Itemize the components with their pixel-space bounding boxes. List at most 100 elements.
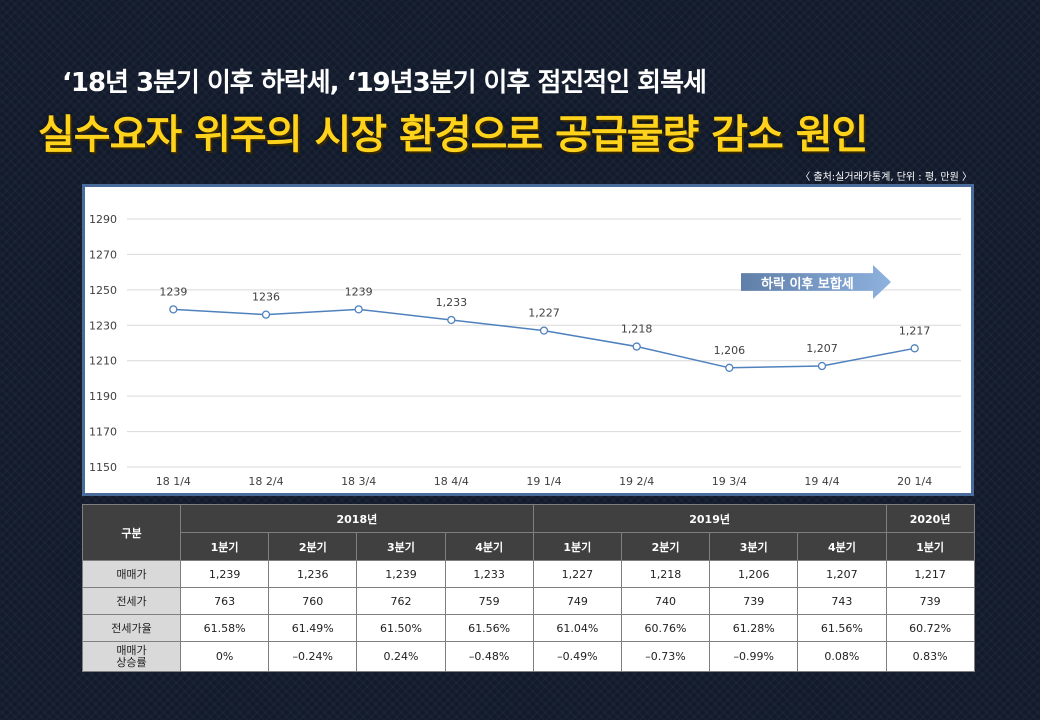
table-cell: 61.50%: [356, 614, 446, 642]
table-cell: 760: [268, 587, 358, 615]
data-label: 1239: [345, 285, 373, 298]
table-row: 전세가율 61.58% 61.49% 61.50% 61.56% 61.04% 60.76%…: [82, 614, 975, 642]
y-tick-label: 1190: [89, 390, 117, 403]
table-cell: 60.72%: [885, 614, 975, 642]
x-tick-label: 18 1/4: [156, 475, 191, 488]
data-label: 1239: [159, 285, 187, 298]
x-tick-label: 18 3/4: [341, 475, 376, 488]
table-cell: 1,227: [532, 560, 622, 588]
data-table: 구분 2018년 2019년 2020년 1분기 2분기 3분기 4분기 1분기 2분기 3분기 4분…: [82, 504, 975, 672]
row-label: 매매가: [82, 560, 181, 588]
table-cell: 60.76%: [620, 614, 711, 642]
data-label: 1,227: [528, 307, 560, 320]
table-cell: 1,218: [620, 560, 711, 588]
chart-svg: 1290 1270 1250 1230 1210 1190 1170 1150 18 1/4 18…: [89, 213, 961, 488]
data-label: 1,217: [899, 324, 931, 337]
table-cell: 1,236: [268, 560, 358, 588]
year-header: 2019년: [532, 504, 887, 533]
table-cell: 749: [532, 587, 622, 615]
x-tick-label: 19 4/4: [804, 475, 839, 488]
x-tick-label: 19 3/4: [712, 475, 747, 488]
table-cell: 61.49%: [268, 614, 358, 642]
quarter-header: 4분기: [444, 532, 534, 561]
data-point: [261, 310, 271, 319]
trend-label: 하락 이후 보합세: [761, 277, 854, 292]
table-cell: 0%: [179, 641, 270, 672]
table-cell: 1,217: [885, 560, 975, 588]
table-cell: –0.73%: [620, 641, 711, 672]
quarter-header: 1분기: [179, 532, 270, 561]
data-point: [725, 363, 734, 372]
y-tick-label: 1150: [89, 461, 117, 474]
y-tick-label: 1230: [89, 319, 117, 332]
table-cell: 739: [709, 587, 799, 615]
y-tick-label: 1290: [89, 213, 117, 226]
table-cell: –0.24%: [268, 641, 358, 672]
table-cell: 1,207: [797, 560, 887, 588]
trend-arrow: 하락 이후 보합세: [741, 265, 891, 299]
y-tick-label: 1210: [89, 355, 117, 368]
table-cell: 61.04%: [532, 614, 622, 642]
data-label: 1,233: [436, 296, 468, 309]
table-header-years: 구분 2018년 2019년 2020년: [82, 504, 975, 561]
data-point: [539, 326, 549, 335]
table-corner: 구분: [82, 504, 181, 561]
data-point: [447, 315, 456, 325]
x-tick-label: 18 2/4: [248, 475, 283, 488]
x-tick-label: 20 1/4: [897, 475, 932, 488]
table-cell: 0.08%: [797, 641, 887, 672]
source-note: 〈 출처:실거래가통계, 단위 : 평, 만원 〉: [800, 172, 972, 183]
table-cell: 740: [620, 587, 711, 615]
table-row: 전세가 763 760 762 759 749 740 739 743 739: [82, 587, 975, 615]
headline: ‘18년 3분기 이후 하락세, ‘19년3분기 이후 점진적인 회복세: [62, 68, 707, 98]
table-cell: 1,233: [444, 560, 534, 588]
table-cell: 0.83%: [885, 641, 975, 672]
row-label: 전세가율: [82, 614, 181, 642]
table-cell: 1,239: [179, 560, 270, 588]
subhead: 실수요자 위주의 시장 환경으로 공급물량 감소 원인: [38, 112, 868, 158]
data-label: 1236: [252, 291, 280, 304]
table-cell: 0.24%: [356, 641, 446, 672]
y-tick-label: 1170: [89, 426, 117, 439]
data-point: [910, 344, 919, 353]
data-point: [632, 342, 641, 351]
table-cell: 1,206: [709, 560, 799, 588]
table-cell: 759: [444, 587, 534, 615]
data-label: 1,206: [714, 344, 746, 357]
quarter-header: 2분기: [268, 532, 358, 561]
quarter-header: 3분기: [356, 532, 446, 561]
table-row: 매매가 1,239 1,236 1,239 1,233 1,227 1,218 1,206 1,…: [82, 560, 975, 588]
data-label: 1,218: [621, 323, 653, 336]
data-point: [169, 305, 178, 314]
table-header-quarters: 1분기 2분기 3분기 4분기 1분기 2분기 3분기 4분기 1분기: [83, 532, 975, 561]
row-label: 전세가: [82, 587, 181, 615]
table-cell: –0.99%: [709, 641, 799, 672]
quarter-header: 1분기: [885, 532, 975, 561]
x-tick-label: 19 2/4: [619, 475, 654, 488]
year-header: 2020년: [885, 504, 975, 533]
table-cell: 762: [356, 587, 446, 615]
table-cell: 1,239: [356, 560, 446, 588]
row-label: 매매가 상승률: [82, 641, 181, 672]
quarter-header: 1분기: [532, 532, 622, 561]
table-row: 매매가 상승률 0% –0.24% 0.24% –0.48% –0.49% –0.73% –0.…: [82, 641, 975, 672]
table-cell: 743: [797, 587, 887, 615]
data-point: [354, 305, 363, 314]
quarter-header: 4분기: [797, 532, 887, 561]
table-cell: 61.58%: [179, 614, 270, 642]
year-header: 2018년: [180, 504, 534, 533]
table-cell: 61.56%: [797, 614, 887, 642]
table-cell: 763: [179, 587, 270, 615]
table-cell: 739: [885, 587, 975, 615]
table-cell: –0.49%: [532, 641, 622, 672]
x-tick-label: 18 4/4: [434, 475, 469, 488]
quarter-header: 3분기: [709, 532, 799, 561]
line-chart: 1290 1270 1250 1230 1210 1190 1170 1150 18 1/4 18…: [82, 184, 974, 496]
data-point: [817, 361, 827, 371]
table-cell: 61.28%: [709, 614, 799, 642]
table-cell: –0.48%: [444, 641, 534, 672]
y-tick-label: 1270: [89, 248, 117, 261]
data-label: 1,207: [806, 342, 838, 355]
quarter-header: 2분기: [620, 532, 711, 561]
table-cell: 61.56%: [444, 614, 534, 642]
